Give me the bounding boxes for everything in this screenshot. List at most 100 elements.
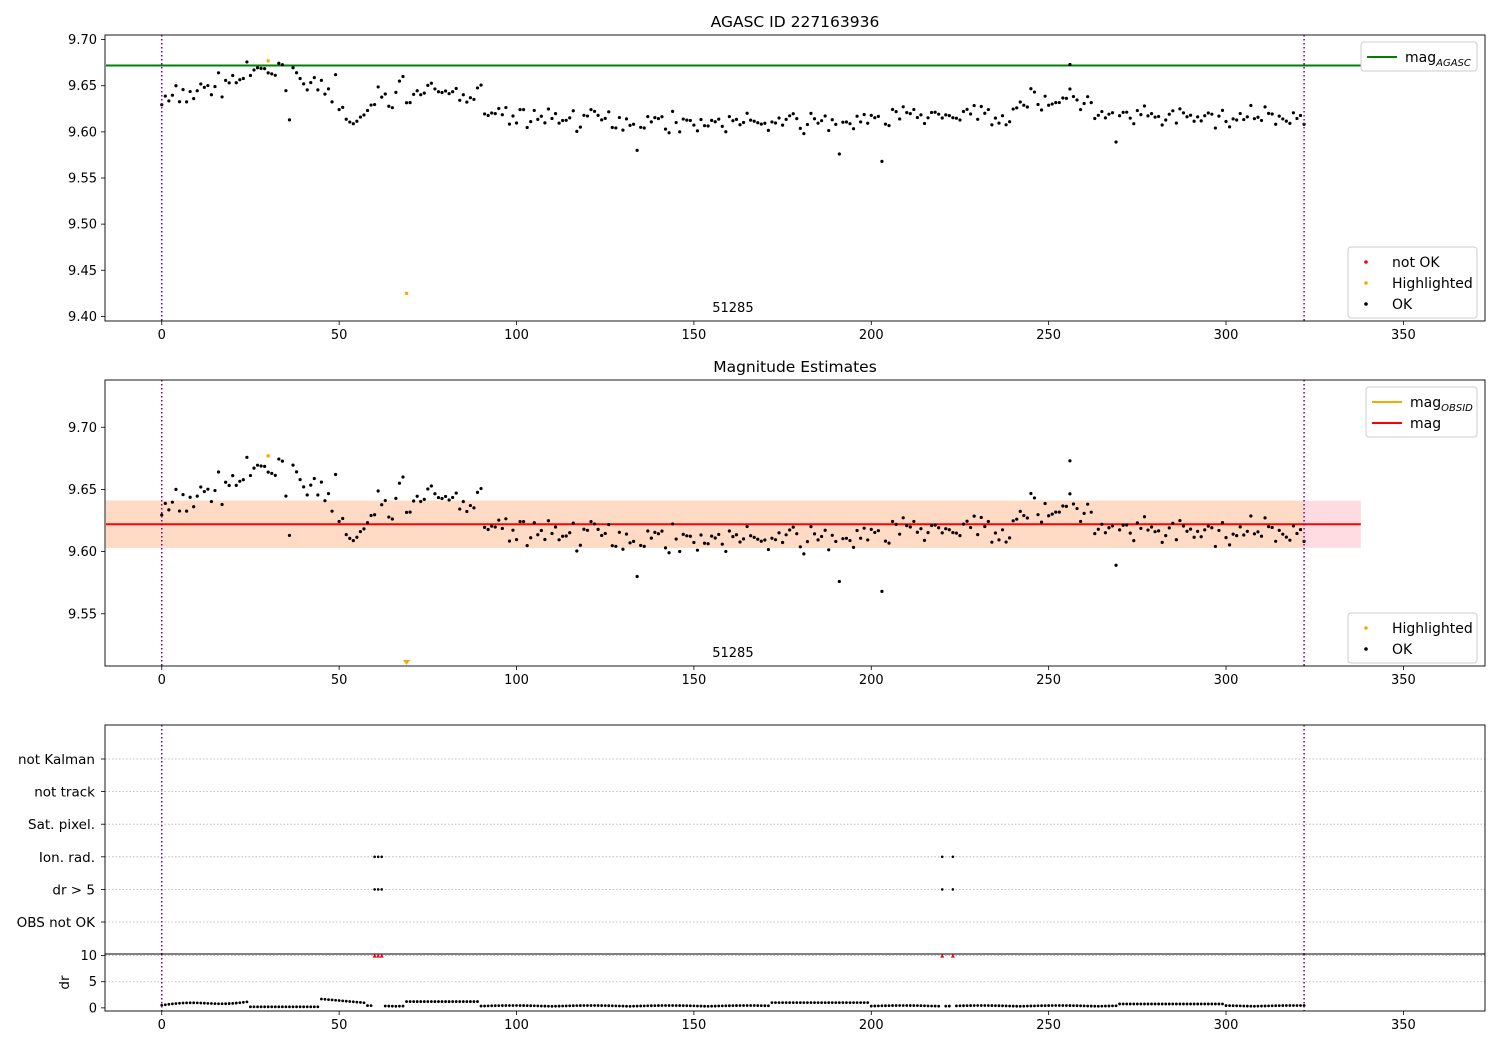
estimates-panel-ok-point bbox=[1220, 520, 1225, 525]
agasc-panel-ok-point bbox=[202, 85, 206, 89]
agasc-panel-ok-point bbox=[277, 61, 281, 65]
estimates-panel-ok-point bbox=[1025, 516, 1029, 520]
dr-panel-dr-point bbox=[1004, 1004, 1008, 1008]
dr-panel-dr-point bbox=[905, 1004, 909, 1007]
dr-panel-dr-point bbox=[171, 1002, 174, 1006]
agasc-panel-ok-point bbox=[1196, 115, 1200, 119]
estimates-panel-ok-point bbox=[720, 542, 724, 546]
estimates-panel-xtick-label: 250 bbox=[1036, 673, 1061, 688]
dr-panel-ytick-label: 5 bbox=[89, 975, 97, 990]
estimates-panel-xtick-label: 150 bbox=[681, 673, 706, 688]
estimates-panel-ok-point bbox=[958, 533, 962, 538]
agasc-panel-ok-point bbox=[447, 92, 451, 96]
dr-panel-dr-point bbox=[547, 1004, 550, 1008]
estimates-panel-ok-point bbox=[876, 529, 880, 533]
agasc-panel-ok-point bbox=[245, 60, 249, 64]
agasc-panel-ok-point bbox=[383, 92, 387, 96]
agasc-panel-ok-point bbox=[571, 109, 575, 113]
estimates-panel-ok-point bbox=[791, 525, 795, 529]
agasc-panel-ok-point bbox=[238, 78, 242, 82]
flags-panel-flag-point bbox=[380, 855, 384, 859]
dr-panel-dr-point bbox=[635, 1004, 639, 1008]
estimates-panel-ok-point bbox=[167, 508, 171, 512]
dr-panel-dr-point bbox=[834, 1001, 838, 1005]
dr-panel-dr-point bbox=[486, 1004, 490, 1008]
estimates-panel-ok-point bbox=[1139, 526, 1143, 530]
estimates-panel-ok-point bbox=[642, 544, 646, 548]
agasc-panel-ok-point bbox=[876, 114, 880, 118]
estimates-panel-ok-point bbox=[600, 533, 604, 538]
estimates-panel-bottom-legend-box bbox=[1347, 612, 1478, 664]
agasc-panel-ok-point bbox=[855, 114, 859, 118]
dr-panel-dr-point bbox=[1100, 1004, 1104, 1008]
estimates-panel-ok-point bbox=[575, 549, 579, 553]
estimates-panel-xtick-label: 50 bbox=[331, 673, 348, 688]
agasc-panel-ok-point bbox=[287, 118, 292, 122]
dr-panel-dr-point bbox=[369, 1004, 373, 1008]
estimates-panel-ok-point bbox=[415, 494, 419, 498]
dr-panel-dr-point bbox=[657, 1004, 660, 1007]
agasc-panel-ok-point bbox=[309, 80, 313, 85]
dr-panel-dr-point bbox=[266, 1005, 270, 1009]
agasc-panel-ok-point bbox=[248, 73, 253, 78]
dr-panel-dr-point bbox=[227, 1002, 231, 1005]
estimates-panel-ok-point bbox=[294, 470, 299, 474]
agasc-panel-ok-point bbox=[713, 120, 717, 124]
dr-panel-dr-point bbox=[1160, 1002, 1164, 1006]
estimates-panel-ok-point bbox=[1185, 529, 1189, 533]
dr-panel-dr-point bbox=[976, 1004, 980, 1007]
agasc-panel-ok-point bbox=[1266, 111, 1271, 115]
agasc-panel-ok-point bbox=[816, 121, 820, 125]
estimates-panel-ok-point bbox=[880, 589, 884, 593]
estimates-panel-ok-point bbox=[1029, 491, 1033, 496]
dr-panel-dr-point bbox=[1104, 1004, 1107, 1008]
agasc-panel-ok-point bbox=[1043, 94, 1047, 98]
agasc-panel-ok-point bbox=[919, 113, 923, 117]
estimates-panel-ok-point bbox=[568, 531, 572, 535]
dr-panel-dr-point bbox=[330, 998, 334, 1002]
dr-panel-dr-point bbox=[972, 1004, 976, 1007]
estimates-panel-top-legend-label: mag bbox=[1410, 416, 1441, 432]
estimates-panel-ok-point bbox=[699, 533, 703, 537]
estimates-panel-ok-point bbox=[192, 505, 196, 509]
agasc-panel-bottom-legend-marker-swatch bbox=[1364, 281, 1368, 285]
dr-panel-dr-point bbox=[607, 1004, 611, 1008]
estimates-panel-ok-point bbox=[479, 486, 483, 491]
dr-panel-dr-point bbox=[1292, 1004, 1295, 1007]
estimates-panel-ok-point bbox=[940, 531, 944, 535]
agasc-panel-ok-point bbox=[993, 116, 998, 120]
dr-panel-dr-point bbox=[444, 1000, 447, 1003]
agasc-panel-ok-point bbox=[323, 92, 327, 96]
agasc-panel-bottom-legend-label: not OK bbox=[1392, 255, 1440, 271]
dr-panel-dr-point bbox=[1150, 1002, 1153, 1006]
dr-panel-dr-point bbox=[210, 1002, 213, 1005]
estimates-panel-ok-point bbox=[426, 487, 430, 491]
estimates-panel-ok-point bbox=[1089, 510, 1093, 514]
dr-panel-dr-point bbox=[1210, 1002, 1214, 1006]
agasc-panel-ok-point bbox=[319, 78, 324, 82]
agasc-panel-ok-point bbox=[724, 130, 728, 134]
agasc-panel-ok-point bbox=[380, 95, 384, 99]
estimates-panel-ok-point bbox=[805, 540, 810, 544]
estimates-panel-ok-point bbox=[681, 532, 685, 536]
dr-panel-dr-point bbox=[837, 1001, 841, 1005]
dr-panel-dr-point bbox=[713, 1004, 717, 1008]
flags-panel-row-label: Ion. rad. bbox=[39, 850, 95, 866]
dr-panel-dr-point bbox=[639, 1004, 643, 1008]
estimates-panel-ok-point bbox=[323, 499, 327, 503]
estimates-panel-top-legend-label-main: mag bbox=[1410, 416, 1441, 432]
dr-panel-dr-point bbox=[543, 1004, 547, 1008]
estimates-panel-ok-point bbox=[585, 528, 590, 532]
agasc-panel-ok-point bbox=[596, 113, 600, 117]
dr-panel-dr-point bbox=[401, 1004, 405, 1008]
estimates-panel-ok-point bbox=[1093, 532, 1097, 536]
dr-panel-dr-point bbox=[869, 1004, 873, 1008]
dr-panel-dr-point bbox=[1061, 1004, 1065, 1007]
dr-panel-dr-point bbox=[593, 1004, 596, 1007]
agasc-panel-ok-point bbox=[507, 122, 512, 126]
agasc-panel-ok-point bbox=[1139, 113, 1143, 117]
agasc-panel-ok-point bbox=[1047, 103, 1051, 107]
agasc-panel-ok-point bbox=[333, 73, 338, 77]
agasc-panel-ok-point bbox=[823, 114, 827, 118]
dr-panel-dr-point bbox=[1167, 1002, 1171, 1006]
